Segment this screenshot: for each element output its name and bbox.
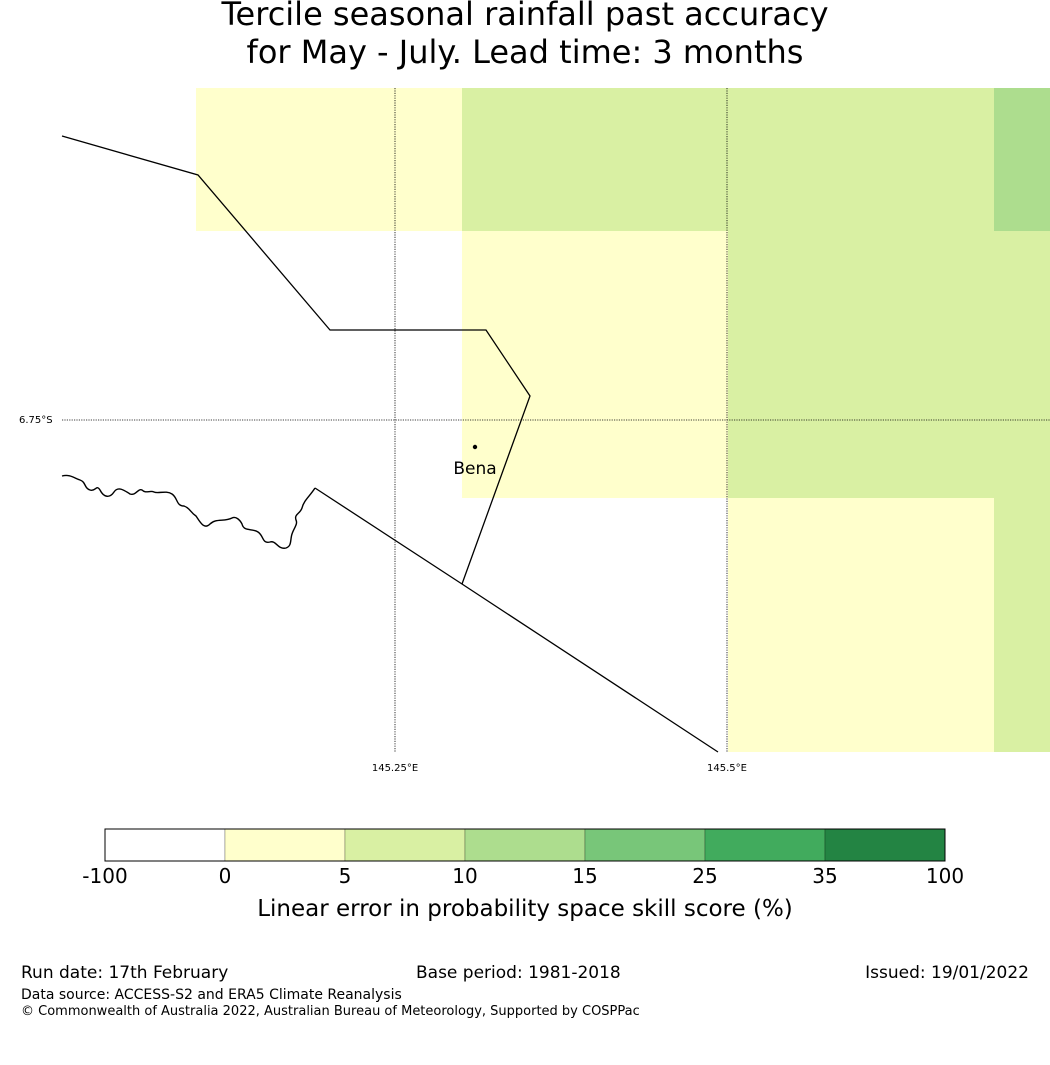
colorbar-swatch	[224, 828, 346, 862]
colorbar-swatches	[104, 828, 946, 862]
grid-cell	[196, 88, 462, 231]
colorbar-frame	[104, 828, 946, 862]
colorbar-tick-label: 35	[812, 864, 837, 888]
grid-cell	[728, 364, 994, 498]
boundary-line-south	[314, 487, 719, 753]
colorbar-swatch	[824, 828, 946, 862]
colorbar-tick-label: 5	[339, 864, 352, 888]
grid-cell	[994, 231, 1050, 364]
colorbar-label: Linear error in probability space skill …	[257, 896, 793, 922]
colorbar-tick-label: 25	[692, 864, 717, 888]
grid-cell	[462, 231, 728, 364]
base-period: Base period: 1981-2018	[416, 963, 621, 983]
grid-cell	[728, 231, 994, 364]
colorbar-tick-label: 15	[572, 864, 597, 888]
colorbar-ticks: -100 0 5 10 15 25 35 100	[82, 864, 964, 888]
grid-cell	[728, 498, 994, 631]
colorbar-tick-label: 100	[926, 864, 964, 888]
grid-cell	[728, 88, 994, 231]
colorbar-tick-label: 10	[452, 864, 477, 888]
grid-cell	[462, 364, 728, 498]
grid-cell	[728, 631, 994, 752]
colorbar-swatch	[704, 828, 826, 862]
chart-title-line2: for May - July. Lead time: 3 months	[246, 33, 804, 71]
town-label: Bena	[453, 459, 496, 479]
grid-cell	[994, 498, 1050, 631]
lon-label-1: 145.25°E	[372, 763, 418, 774]
map: Bena 6.75°S 145.25°E 145.5°E	[19, 88, 1050, 774]
colorbar-tick-label: -100	[82, 864, 127, 888]
grid-cell	[462, 88, 728, 231]
grid-cell	[994, 631, 1050, 752]
lon-label-2: 145.5°E	[707, 763, 747, 774]
copyright: © Commonwealth of Australia 2022, Austra…	[21, 1004, 640, 1019]
chart-title-line1: Tercile seasonal rainfall past accuracy	[221, 0, 829, 33]
colorbar-tick-label: 0	[219, 864, 232, 888]
colorbar-swatch	[584, 828, 706, 862]
colorbar-swatch	[104, 828, 226, 862]
colorbar-swatch	[464, 828, 586, 862]
town-marker	[472, 444, 478, 450]
data-source: Data source: ACCESS-S2 and ERA5 Climate …	[21, 987, 402, 1003]
issued-date: Issued: 19/01/2022	[865, 963, 1029, 983]
colorbar-swatch	[344, 828, 466, 862]
run-date: Run date: 17th February	[21, 963, 229, 983]
skill-grid	[196, 88, 1050, 752]
grid-cell	[994, 364, 1050, 498]
colorbar: -100 0 5 10 15 25 35 100 Linear error in probab…	[82, 828, 964, 922]
river-boundary	[61, 474, 316, 549]
grid-cell	[994, 88, 1050, 231]
lat-label: 6.75°S	[19, 415, 53, 426]
boundary-line-north	[61, 135, 531, 585]
